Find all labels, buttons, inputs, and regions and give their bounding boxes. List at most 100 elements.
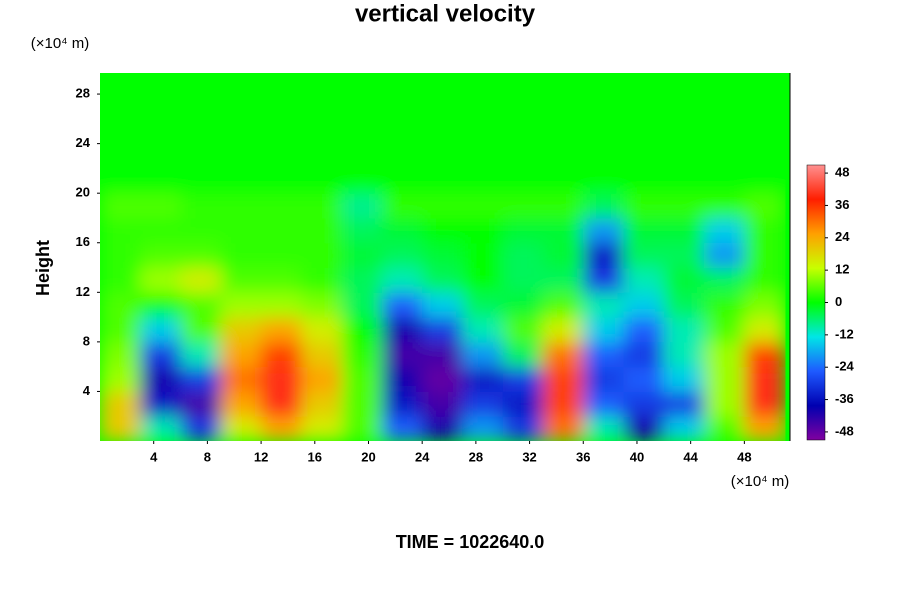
heat-cell: [301, 416, 343, 441]
heat-cell: [542, 341, 584, 368]
heat-cell: [140, 73, 182, 95]
heat-cell: [301, 317, 343, 343]
heat-cell: [462, 267, 504, 293]
heat-cell: [301, 267, 343, 293]
heat-cell: [462, 317, 504, 343]
heat-cell: [341, 143, 383, 169]
heat-cell: [381, 242, 423, 269]
heat-cell: [220, 391, 262, 417]
heat-cell: [261, 391, 302, 417]
heat-cell: [623, 168, 665, 194]
heat-cell: [502, 366, 544, 392]
heat-cell: [341, 416, 383, 441]
heat-cell: [583, 366, 625, 392]
heat-cell: [341, 391, 383, 417]
heat-cell: [422, 118, 463, 145]
x-tick-label: 32: [522, 449, 536, 464]
heat-cell: [744, 143, 786, 169]
heat-cell: [744, 267, 786, 293]
heat-cell: [422, 341, 463, 368]
heat-cell: [261, 94, 302, 120]
heat-cell: [261, 217, 302, 244]
colorbar-tick-label: 0: [835, 294, 842, 309]
heat-cell: [301, 193, 343, 219]
heat-cell: [583, 341, 625, 368]
heat-cell: [663, 193, 705, 219]
heat-cell: [502, 73, 544, 95]
heat-cell: [542, 118, 584, 145]
heat-cell: [261, 242, 302, 269]
x-tick-label: 8: [204, 449, 211, 464]
y-unit: (×10⁴ m): [31, 35, 90, 52]
heat-cell: [341, 366, 383, 392]
heat-cell: [502, 341, 544, 368]
heat-cell: [301, 118, 343, 145]
colorbar-tick-label: -24: [835, 359, 855, 374]
y-tick-label: 12: [76, 284, 90, 299]
heat-cell: [301, 94, 343, 120]
heat-cell: [100, 242, 141, 269]
heat-cell: [140, 292, 182, 318]
heat-cell: [663, 118, 705, 145]
heat-cell: [663, 292, 705, 318]
heat-cell: [623, 292, 665, 318]
heat-cell: [623, 366, 665, 392]
heat-cell: [663, 267, 705, 293]
heat-cell: [744, 73, 786, 95]
heat-cell: [261, 317, 302, 343]
heat-cell: [462, 73, 504, 95]
heat-cell: [381, 341, 423, 368]
heat-cell: [180, 391, 222, 417]
heat-cell: [422, 143, 463, 169]
heat-cell: [180, 366, 222, 392]
x-tick-label: 40: [630, 449, 644, 464]
heat-cell: [381, 217, 423, 244]
heat-cell: [100, 118, 141, 145]
heat-cell: [140, 94, 182, 120]
heat-cell: [381, 391, 423, 417]
heat-cell: [140, 416, 182, 441]
heat-cell: [583, 416, 625, 441]
heat-cell: [100, 292, 141, 318]
heat-cell: [744, 416, 786, 441]
heat-cell: [462, 391, 504, 417]
heat-cell: [261, 168, 302, 194]
heat-cell: [220, 73, 262, 95]
heat-cell: [100, 267, 141, 293]
heat-cell: [744, 391, 786, 417]
heat-cell: [220, 317, 262, 343]
colorbar: [806, 164, 826, 441]
heat-cell: [502, 416, 544, 441]
heat-cell: [704, 118, 745, 145]
heat-cell: [704, 73, 745, 95]
heat-cell: [663, 73, 705, 95]
heat-cell: [663, 242, 705, 269]
heat-cell: [422, 168, 463, 194]
heat-cell: [140, 267, 182, 293]
heat-cell: [140, 143, 182, 169]
heat-cell: [140, 242, 182, 269]
heat-cell: [220, 341, 262, 368]
heat-cell: [100, 217, 141, 244]
heat-cell: [381, 73, 423, 95]
heat-cell: [462, 217, 504, 244]
heat-cell: [744, 94, 786, 120]
heat-cell: [744, 217, 786, 244]
heat-cell: [180, 217, 222, 244]
heat-cell: [422, 94, 463, 120]
heat-cell: [100, 317, 141, 343]
heat-cell: [180, 267, 222, 293]
heat-cell: [502, 267, 544, 293]
heat-cell: [542, 416, 584, 441]
heat-cell: [663, 143, 705, 169]
heat-cell: [180, 118, 222, 145]
heat-cell: [261, 292, 302, 318]
x-tick-label: 4: [150, 449, 158, 464]
colorbar-tick-label: -48: [835, 423, 854, 438]
heat-cell: [663, 391, 705, 417]
colorbar-tick-label: 12: [835, 262, 849, 277]
heat-cell: [341, 168, 383, 194]
heat-cell: [220, 217, 262, 244]
plot-area: [100, 73, 786, 441]
